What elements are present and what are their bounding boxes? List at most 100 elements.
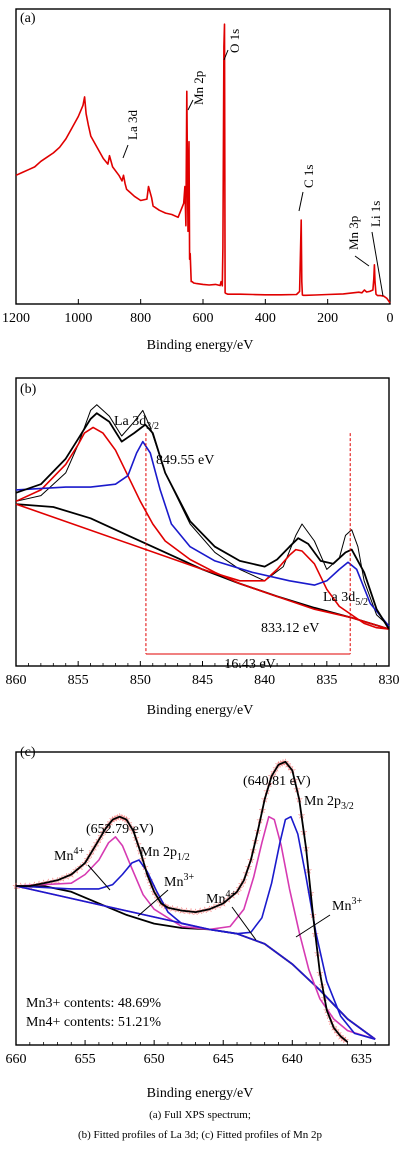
caption-line-2: (b) Fitted profiles of La 3d; (c) Fitted… [77, 1129, 323, 1141]
x-tick-label: 835 [316, 673, 337, 688]
x-tick-label: 645 [213, 1052, 234, 1067]
annotation-e2: 833.12 eV [261, 621, 319, 636]
annotation-mn3-left: Mn3+ [164, 872, 194, 890]
annotation-mn2p32-sub: 3/2 [341, 801, 354, 812]
axes-b: 860 855 850 845 840 835 830 [6, 377, 400, 688]
chart-c: 660 655 650 645 640 635 ☆☆☆☆☆☆☆☆☆☆☆☆☆☆☆☆☆☆☆☆☆… [6, 745, 390, 1101]
annotation-e2: (640.81 eV) [243, 774, 311, 789]
series-a [15, 23, 391, 304]
x-axis-label-a: Binding energy/eV [147, 338, 254, 353]
x-axis-label-c: Binding energy/eV [147, 1086, 254, 1101]
series-la-3d5-2-fit [15, 503, 390, 630]
x-tick-label: 845 [192, 673, 213, 688]
plot-frame [15, 8, 391, 305]
annotation-la3d32-main: La 3d [114, 414, 146, 429]
chart-a: 1200 1000 800 600 400 200 0 (a) La 3d Mn 2p O … [2, 8, 394, 353]
arrow-o1s [223, 49, 229, 61]
annotation-la3d: La 3d [125, 110, 140, 140]
annotation-mn2p12-sub: 1/2 [177, 852, 190, 863]
annotation-li1s: Li 1s [368, 201, 383, 227]
annotation-mn3p: Mn 3p [346, 216, 361, 250]
series-series [15, 23, 391, 304]
x-tick-label: 1000 [64, 311, 92, 326]
arrow-c1s [298, 191, 304, 212]
series-mn3-2p1-2 [15, 859, 376, 1040]
x-tick-label: 1200 [2, 311, 30, 326]
annotation-mn4-left-sup: 4+ [73, 846, 84, 857]
series-envelope [15, 412, 390, 630]
annotation-e1: (652.79 eV) [86, 822, 154, 837]
axes-c: 660 655 650 645 640 635 [6, 751, 390, 1067]
annotation-la3d32: La 3d3/2 [114, 414, 159, 432]
arrow-mn3-left [137, 889, 169, 917]
axes-a: 1200 1000 800 600 400 200 0 [2, 8, 394, 326]
annotation-mn3-left-sup: 3+ [183, 872, 194, 883]
plot-frame [15, 377, 390, 667]
annotation-mn4-left: Mn4+ [54, 846, 84, 864]
annotation-mn3-right-sup: 3+ [351, 896, 362, 907]
x-tick-label: 655 [75, 1052, 96, 1067]
panel-label-a: (a) [20, 11, 36, 26]
x-tick-label: 0 [387, 311, 394, 326]
x-tick-label: 635 [351, 1052, 372, 1067]
annotation-la3d52-main: La 3d [323, 590, 355, 605]
caption-line-1: (a) Full XPS spectrum; [149, 1109, 251, 1121]
note-mn4-contents: Mn4+ contents: 51.21% [26, 1015, 161, 1030]
figure-caption: (a) Full XPS spectrum; (b) Fitted profil… [0, 1105, 400, 1145]
annotation-mn2p32-main: Mn 2p [304, 794, 341, 809]
plot-frame [15, 751, 390, 1046]
annotation-mn3-right: Mn3+ [332, 896, 362, 914]
chart-b: 860 855 850 845 840 835 830 (b) La 3d3/2 849.5… [6, 377, 400, 718]
annotation-mn4-right-main: Mn [206, 892, 225, 907]
series-raw [15, 404, 390, 627]
annotation-e1: 849.55 eV [156, 453, 214, 468]
x-tick-label: 600 [193, 311, 214, 326]
panel-b: 860 855 850 845 840 835 830 (b) La 3d3/2 849.5… [0, 360, 400, 720]
annotation-mn2p12: Mn 2p1/2 [140, 845, 190, 863]
arrow-mn4-right [231, 906, 257, 941]
series-c: ☆☆☆☆☆☆☆☆☆☆☆☆☆☆☆☆☆☆☆☆☆☆☆☆☆☆☆☆☆☆☆☆☆☆☆☆☆☆☆☆… [12, 757, 376, 1045]
x-tick-label: 860 [6, 673, 27, 688]
series-la-3d3-2-fit [15, 426, 390, 630]
x-tick-label: 800 [130, 311, 151, 326]
x-tick-label: 830 [379, 673, 400, 688]
annotation-la3d52-sub: 5/2 [355, 597, 368, 608]
x-tick-label: 855 [68, 673, 89, 688]
series-b [15, 404, 390, 655]
annotation-mn3-right-main: Mn [332, 899, 351, 914]
panel-a: 1200 1000 800 600 400 200 0 (a) La 3d Mn 2p O … [0, 0, 400, 360]
annotation-c1s: C 1s [301, 165, 316, 188]
series-mn3-2p3-2 [15, 815, 376, 1040]
x-tick-label: 850 [130, 673, 151, 688]
annotation-mn4-right-sup: 4+ [225, 889, 236, 900]
annotation-mn2p32: Mn 2p3/2 [304, 794, 354, 812]
x-tick-label: 660 [6, 1052, 27, 1067]
annotation-mn2p12-main: Mn 2p [140, 845, 177, 860]
x-tick-label: 650 [144, 1052, 165, 1067]
panel-label-c: (c) [20, 745, 36, 760]
note-mn3-contents: Mn3+ contents: 48.69% [26, 996, 161, 1011]
arrow-mn3p [354, 255, 370, 267]
series-satellite-fit [15, 440, 390, 627]
annotation-mn2p: Mn 2p [191, 71, 206, 105]
annotation-splitting: 16.43 eV [224, 657, 275, 672]
arrow-la3d [122, 144, 129, 159]
arrow-mn3-right [295, 914, 331, 938]
annotation-mn3-left-main: Mn [164, 875, 183, 890]
panel-c: 660 655 650 645 640 635 ☆ ☆ ☆ ☆ ☆ ☆ ☆ ☆ ☆ ☆ ☆ ☆ ☆ ☆ ☆ ☆ ☆ ☆ ☆ ☆ ☆… [0, 720, 400, 1105]
x-tick-label: 840 [254, 673, 275, 688]
x-tick-label: 640 [282, 1052, 303, 1067]
arrow-li1s [371, 231, 384, 297]
annotation-la3d32-sub: 3/2 [146, 421, 159, 432]
annotation-la3d52: La 3d5/2 [323, 590, 368, 608]
arrow-mn2p [187, 99, 194, 111]
x-axis-label-b: Binding energy/eV [147, 703, 254, 718]
arrow-mn4-left [87, 864, 111, 891]
annotation-mn4-right: Mn4+ [206, 889, 236, 907]
series-envelope [16, 760, 349, 1043]
annotation-o1s: O 1s [227, 29, 242, 53]
panel-label-b: (b) [20, 382, 37, 397]
x-tick-label: 400 [255, 311, 276, 326]
annotation-mn4-left-main: Mn [54, 849, 73, 864]
x-tick-label: 200 [317, 311, 338, 326]
